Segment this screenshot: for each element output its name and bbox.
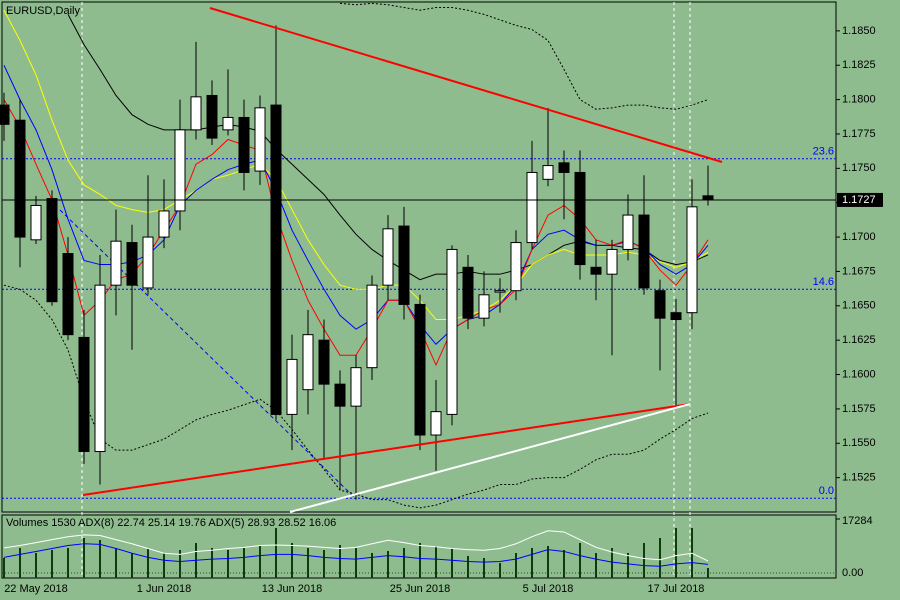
candle-body [158,210,170,238]
candle-body [222,116,234,131]
candle-body [126,242,138,286]
y-tick-label: 1.1675 [842,265,876,277]
y-tick-label: 1.1700 [842,231,876,243]
candle-body [270,104,282,415]
y-tick-label: 1.1525 [842,472,876,484]
fib-label: 23.6 [813,146,834,158]
candle-body [702,195,714,201]
x-tick-label: 1 Jun 2018 [137,583,191,595]
y-tick-label: 1.1650 [842,300,876,312]
candle-body [590,266,602,275]
y2-tick-label: 0.00 [842,567,863,579]
indicator-line [3,543,709,567]
candle-body [14,119,26,238]
y-tick-label: 1.1825 [842,59,876,71]
candle-body [510,242,522,292]
x-tick-label: 17 Jul 2018 [648,583,705,595]
candle-body [78,336,90,453]
candle-body [350,367,362,407]
x-tick-label: 25 Jun 2018 [390,583,451,595]
candle-body [94,284,106,453]
candle-body [670,312,682,321]
candle-body [0,104,10,125]
candle-body [542,165,554,180]
y-tick-label: 1.1550 [842,437,876,449]
fib-label: 14.6 [813,276,834,288]
candle-body [366,284,378,369]
y-tick-label: 1.1800 [842,94,876,106]
x-tick-label: 5 Jul 2018 [523,583,574,595]
indicator-line [3,10,709,321]
candle-body [206,94,218,139]
candle-body [110,240,122,286]
candle-body [286,358,298,415]
indicator-line [339,2,709,110]
candle-body [558,162,570,173]
candle-body [686,206,698,314]
candle-body [526,171,538,244]
y-tick-label: 1.1775 [842,128,876,140]
support-trendline [82,403,691,496]
candle-body [446,248,458,415]
fib-trendline [59,209,356,499]
candle-body [574,171,586,266]
candle-body [398,225,410,305]
candle-body [638,214,650,289]
y-tick-label: 17284 [842,515,873,527]
candle-body [318,339,330,385]
candle-body [414,303,426,436]
indicator-line [3,530,709,562]
candle-body [622,214,634,250]
candle-body [382,228,394,286]
candle-body [238,116,250,173]
candle-body [174,129,186,212]
price-frame [1,1,837,513]
candle-body [478,294,490,319]
last-price-box [837,192,883,207]
candle-body [62,253,74,336]
candle-body [494,290,506,293]
y-tick-label: 1.1750 [842,162,876,174]
candle-body [30,204,42,241]
chart-title: EURUSD,Daily [6,5,80,17]
y-tick-label: 1.1625 [842,334,876,346]
candle-body [254,107,266,172]
fib-label: 0.0 [819,485,834,497]
candle-body [46,198,58,303]
candle-body [142,236,154,289]
candle-body [654,290,666,319]
x-tick-label: 13 Jun 2018 [262,583,323,595]
candle-body [302,334,314,391]
candle-body [334,383,346,407]
candle-body [606,248,618,275]
x-tick-label: 22 May 2018 [4,583,68,595]
resistance-trendline [209,7,723,163]
indicator-title: Volumes 1530 ADX(8) 22.74 25.14 19.76 AD… [6,517,336,529]
y-tick-label: 1.1575 [842,403,876,415]
last-price-label: 1.1727 [842,194,876,206]
candle-body [430,411,442,436]
candle-body [462,266,474,319]
support-trendline [289,403,691,513]
y-tick-label: 1.1850 [842,25,876,37]
y-tick-label: 1.1600 [842,368,876,380]
candle-body [190,96,202,131]
